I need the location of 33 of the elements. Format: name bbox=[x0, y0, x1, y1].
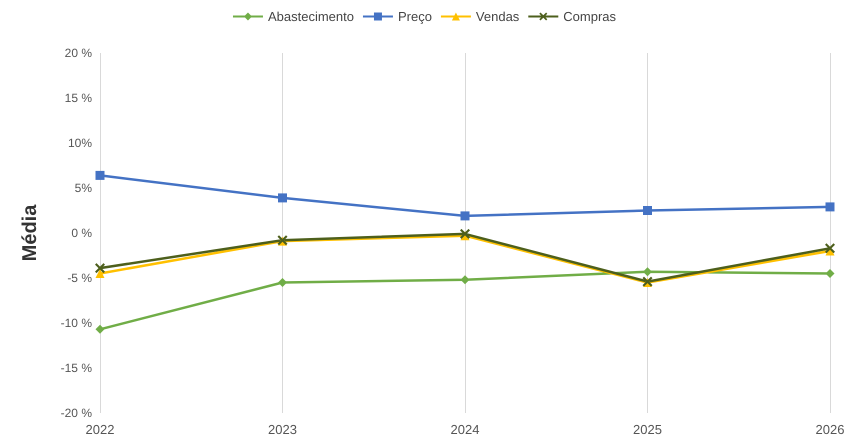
point bbox=[460, 228, 470, 239]
point bbox=[826, 269, 834, 278]
point bbox=[96, 269, 104, 278]
legend-label: Compras bbox=[563, 9, 617, 24]
y-tick-label: 5% bbox=[74, 181, 92, 195]
y-tick-label: 0 % bbox=[71, 226, 92, 240]
point bbox=[643, 267, 652, 276]
y-tick-label: -20 % bbox=[60, 406, 92, 420]
point bbox=[278, 278, 287, 287]
x-tick-label: 2025 bbox=[633, 422, 662, 437]
legend-label: Preço bbox=[398, 9, 432, 24]
point bbox=[460, 275, 470, 284]
legend-label: Abastecimento bbox=[268, 9, 354, 24]
x-tick-label: 2026 bbox=[816, 422, 844, 437]
point bbox=[825, 243, 835, 254]
y-tick-label: -5 % bbox=[67, 271, 92, 285]
x-tick-label: 2023 bbox=[268, 422, 297, 437]
y-tick-label: 15 % bbox=[64, 91, 92, 105]
legend-label: Vendas bbox=[476, 9, 520, 24]
point bbox=[95, 263, 105, 274]
y-tick-label: 10% bbox=[68, 136, 92, 150]
y-tick-label: -10 % bbox=[60, 316, 92, 330]
y-tick-label: 20 % bbox=[64, 46, 92, 60]
point bbox=[460, 211, 470, 220]
y-tick-label: -15 % bbox=[60, 361, 92, 375]
point bbox=[278, 193, 287, 202]
point bbox=[643, 206, 652, 215]
point bbox=[96, 170, 104, 180]
y-axis-title: Média bbox=[19, 204, 41, 262]
point bbox=[826, 202, 834, 212]
point bbox=[96, 324, 104, 334]
x-tick-label: 2024 bbox=[450, 422, 480, 437]
x-tick-label: 2022 bbox=[86, 422, 114, 437]
